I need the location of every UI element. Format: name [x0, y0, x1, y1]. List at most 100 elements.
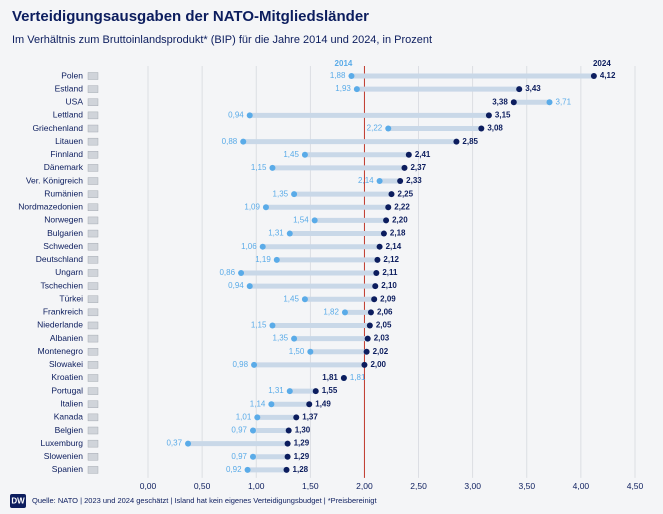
- category-label: Belgien: [55, 425, 84, 435]
- x-tick-label: 3,50: [519, 481, 536, 491]
- dot-2024: [306, 401, 313, 408]
- value-label-2014: 1,54: [293, 216, 309, 225]
- category-label: Ver. Königreich: [26, 175, 83, 185]
- dot-2024: [590, 73, 597, 79]
- dot-2024: [372, 283, 379, 290]
- dot-2014: [286, 388, 293, 395]
- value-label-2024: 3,38: [492, 97, 508, 106]
- x-tick-label: 1,00: [248, 481, 265, 491]
- value-label-2014: 0,94: [228, 281, 244, 290]
- dot-2024: [366, 322, 373, 329]
- dot-2014: [348, 73, 355, 79]
- flag-icon: [87, 151, 99, 159]
- value-label-2024: 1,29: [294, 439, 310, 448]
- value-label-2014: 2,22: [367, 124, 383, 133]
- value-label-2014: 0,94: [228, 110, 244, 119]
- chart-title: Verteidigungsausgaben der NATO-Mitglieds…: [12, 8, 369, 25]
- category-label: Dänemark: [44, 162, 84, 172]
- value-label-2024: 3,43: [525, 84, 541, 93]
- dot-2014: [259, 243, 266, 250]
- flag-icon: [87, 282, 99, 290]
- value-label-2014: 0,97: [231, 426, 247, 435]
- flag-icon: [87, 124, 99, 133]
- category-label: Finnland: [50, 149, 83, 159]
- dot-2014: [311, 217, 318, 224]
- value-label-2024: 1,30: [295, 426, 311, 435]
- dot-2024: [383, 217, 390, 224]
- category-label: Rumänien: [44, 188, 83, 198]
- dot-2024: [363, 348, 370, 355]
- flag-icon: [87, 348, 99, 356]
- dot-2024: [388, 191, 395, 198]
- category-label: Luxemburg: [40, 438, 83, 448]
- category-label: Tschechien: [40, 280, 83, 290]
- value-label-2024: 2,09: [380, 294, 396, 303]
- value-label-2014: 2,14: [358, 176, 374, 185]
- value-label-2024: 2,14: [386, 242, 402, 251]
- category-label: Albanien: [50, 333, 83, 343]
- value-label-2014: 1,50: [289, 347, 305, 356]
- dot-2014: [246, 112, 253, 119]
- dot-2014: [244, 466, 251, 473]
- dot-2014: [246, 283, 253, 290]
- dot-2024: [405, 151, 412, 158]
- value-label-2024: 2,02: [373, 347, 389, 356]
- category-label: Ungarn: [55, 267, 83, 277]
- dot-2014: [185, 440, 192, 447]
- category-label: Estland: [55, 83, 84, 93]
- dot-2014: [307, 348, 314, 355]
- dot-2014: [273, 256, 280, 263]
- value-label-2014: 1,14: [250, 399, 266, 408]
- dot-2014: [301, 151, 308, 158]
- dot-2014: [269, 322, 276, 329]
- flag-icon: [87, 295, 99, 303]
- category-label: Slowakei: [49, 359, 83, 369]
- category-label: Litauen: [55, 136, 83, 146]
- flag-icon: [87, 321, 99, 330]
- dot-2024: [380, 230, 387, 237]
- dot-2014: [249, 453, 256, 460]
- flag-icon: [87, 308, 99, 317]
- x-tick-label: 0,50: [194, 481, 211, 491]
- flag-icon: [87, 413, 99, 422]
- value-label-2024: 2,37: [410, 163, 426, 172]
- logo: [10, 494, 26, 508]
- x-tick-label: 1,50: [302, 481, 319, 491]
- category-label: Polen: [61, 70, 83, 80]
- category-label: Nordmazedonien: [18, 202, 83, 212]
- category-label: Portugal: [51, 385, 83, 395]
- dot-2024: [376, 243, 383, 250]
- flag-icon: [87, 242, 99, 251]
- source: Quelle: NATO | 2023 und 2024 geschätzt |…: [32, 496, 377, 505]
- flag-icon: [87, 111, 99, 120]
- flag-icon: [87, 203, 99, 212]
- value-label-2024: 4,12: [600, 71, 616, 80]
- value-label-2014: 1,81: [350, 373, 366, 382]
- dot-2024: [283, 466, 290, 473]
- value-label-2024: 3,08: [487, 124, 503, 133]
- dot-2014: [353, 86, 360, 93]
- category-label: Lettland: [53, 110, 84, 120]
- category-label: Frankreich: [43, 307, 83, 317]
- series-header: 2024: [593, 59, 611, 68]
- dot-2014: [385, 125, 392, 132]
- flag-icon: [87, 466, 99, 474]
- dot-2024: [312, 388, 319, 395]
- x-tick-label: 2,00: [356, 481, 373, 491]
- dot-2024: [510, 99, 517, 106]
- value-label-2014: 1,35: [273, 334, 289, 343]
- category-label: Türkei: [59, 293, 83, 303]
- flag-icon: [87, 453, 99, 461]
- value-label-2024: 2,85: [462, 137, 478, 146]
- value-label-2014: 1,15: [251, 163, 267, 172]
- x-tick-label: 4,00: [573, 481, 590, 491]
- dot-2014: [268, 401, 275, 408]
- dot-2024: [401, 164, 408, 171]
- value-label-2014: 0,97: [231, 452, 247, 461]
- value-label-2024: 2,18: [390, 229, 406, 238]
- dot-2024: [485, 112, 492, 119]
- value-label-2024: 2,20: [392, 216, 408, 225]
- value-label-2014: 0,37: [166, 439, 182, 448]
- dot-2014: [254, 414, 261, 421]
